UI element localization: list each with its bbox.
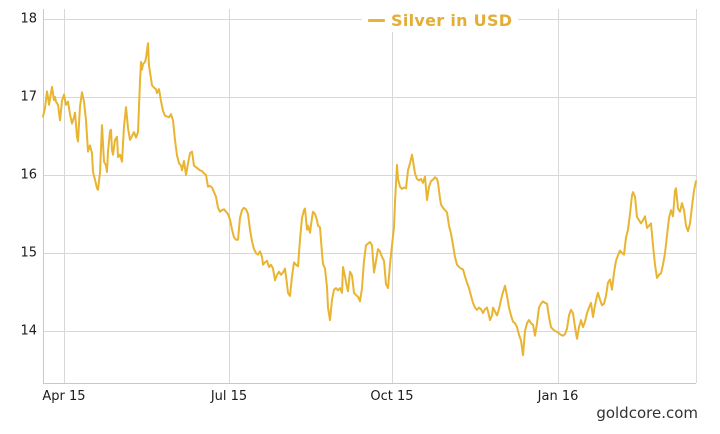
legend-label: Silver in USD (391, 11, 513, 30)
series-line-silver-in-usd (42, 42, 697, 357)
y-axis-label-17: 17 (20, 89, 37, 105)
y-axis-label-16: 16 (20, 167, 37, 183)
x-axis-label-Jul-15: Jul 15 (210, 389, 248, 404)
watermark-text: goldcore.com (596, 404, 698, 422)
x-axis-label-Apr-15: Apr 15 (42, 389, 86, 404)
y-axis-label-14: 14 (20, 323, 37, 339)
chart-legend[interactable]: Silver in USD (362, 9, 519, 32)
x-axis-label-Jan-16: Jan 16 (537, 389, 579, 404)
x-axis-label-Oct-15: Oct 15 (370, 389, 414, 404)
y-axis-label-15: 15 (20, 245, 37, 261)
legend-line-marker-icon (368, 19, 385, 22)
y-axis-label-18: 18 (20, 11, 37, 27)
